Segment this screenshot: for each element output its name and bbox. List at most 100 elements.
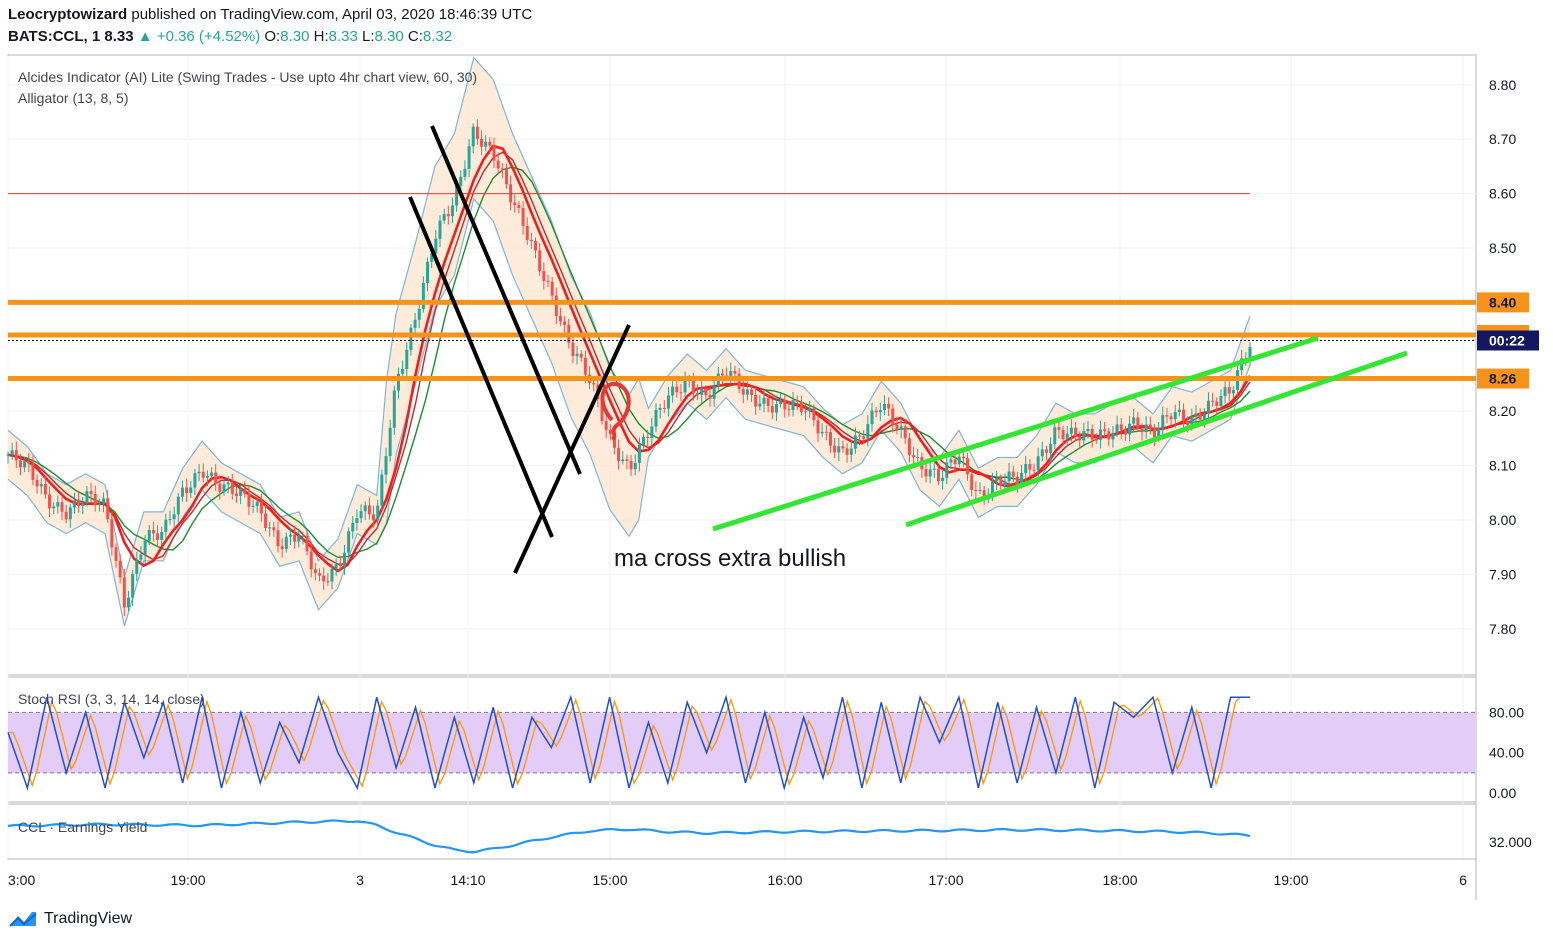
candle-body <box>941 477 945 482</box>
ma-cross-circle-marker[interactable] <box>600 381 631 441</box>
candle-body <box>621 459 625 462</box>
price-tag-label: 8.26 <box>1489 371 1516 387</box>
alcides-indicator-label[interactable]: Alcides Indicator (AI) Lite (Swing Trade… <box>18 69 477 85</box>
candle-body <box>334 564 338 569</box>
candle-body <box>608 429 612 434</box>
trend-drawings[interactable] <box>408 125 1408 574</box>
candle-body <box>1148 424 1152 429</box>
candle-body <box>1157 428 1161 438</box>
candle-body <box>384 456 388 475</box>
candle-body <box>176 496 180 515</box>
candle-body <box>459 176 463 186</box>
candle-body <box>870 410 874 425</box>
candle-body <box>787 409 791 411</box>
candle-body <box>455 185 459 206</box>
candle-body <box>1231 389 1235 394</box>
candle-body <box>442 214 446 221</box>
candle-body <box>546 280 550 282</box>
candle-body <box>210 472 214 476</box>
candle-body <box>10 450 14 455</box>
candle-body <box>492 145 496 161</box>
candle-body <box>89 490 93 494</box>
candle-body <box>1090 428 1094 440</box>
candle-body <box>338 564 342 567</box>
candle-body <box>1094 439 1098 441</box>
candle-body <box>729 371 733 376</box>
candle-body <box>81 502 85 506</box>
candle-body <box>957 456 961 465</box>
symbol-label[interactable]: BATS:CCL, 1 <box>8 28 101 45</box>
trendline-black-1[interactable] <box>430 125 582 475</box>
candle-body <box>463 168 467 177</box>
bollinger-fill <box>8 57 1250 627</box>
candle-body <box>1136 417 1140 429</box>
candle-body <box>122 577 126 608</box>
candle-body <box>1119 424 1123 431</box>
price-tick-label: 8.10 <box>1489 458 1516 474</box>
candle-body <box>804 411 808 413</box>
candle-body <box>189 487 193 493</box>
published-text: published on TradingView.com, April 03, … <box>131 6 533 23</box>
candle-body <box>1107 431 1111 440</box>
candle-body <box>1007 471 1011 482</box>
candle-body <box>351 522 355 532</box>
candle-body <box>372 514 376 521</box>
candle-body <box>1165 415 1169 417</box>
candle-body <box>264 513 268 528</box>
candle-body <box>52 506 56 509</box>
candle-body <box>56 502 60 507</box>
candle-body <box>201 471 205 478</box>
low-label: L: <box>361 28 375 45</box>
candle-body <box>355 518 359 523</box>
candle-body <box>970 474 974 490</box>
candle-body <box>143 540 147 555</box>
candle-body <box>14 450 18 461</box>
time-tick-label: 17:00 <box>928 872 963 888</box>
stoch-rsi-label[interactable]: Stoch RSI (3, 3, 14, 14, close) <box>18 691 205 707</box>
candle-body <box>401 369 405 374</box>
channel-lower-line[interactable] <box>905 350 1408 528</box>
candle-body <box>1065 433 1069 440</box>
candle-body <box>1202 413 1206 420</box>
tradingview-brand[interactable]: TradingView <box>8 908 132 930</box>
candle-body <box>849 448 853 455</box>
candle-body <box>924 469 928 477</box>
candle-body <box>1198 413 1202 420</box>
candle-body <box>1074 427 1078 437</box>
candle-body <box>882 403 886 411</box>
earnings-yield-line <box>7 819 1251 854</box>
horizontal-levels[interactable]: 8.408.3400:228.26 <box>8 193 1539 389</box>
candle-body <box>646 436 650 438</box>
trendline-black-3[interactable] <box>513 324 631 574</box>
publisher-name[interactable]: Leocryptowizard <box>8 6 128 23</box>
candle-body <box>1223 387 1227 397</box>
candle-body <box>671 386 675 396</box>
candle-body <box>297 535 301 542</box>
price-tick-label: 8.20 <box>1489 403 1516 419</box>
trendline-black-2[interactable] <box>408 196 554 538</box>
candle-body <box>301 535 305 537</box>
candle-body <box>999 478 1003 486</box>
candle-body <box>708 395 712 399</box>
channel-upper-line[interactable] <box>712 335 1319 532</box>
high-label: H: <box>313 28 329 45</box>
candle-body <box>966 458 970 475</box>
candle-body <box>197 471 201 474</box>
candle-body <box>899 426 903 430</box>
candle-body <box>342 552 346 567</box>
candle-body <box>583 357 587 375</box>
candle-body <box>1032 469 1036 471</box>
candle-body <box>313 569 317 574</box>
candle-body <box>147 530 151 541</box>
candle-body <box>878 410 882 413</box>
earnings-yield-label[interactable]: CCL · Earnings Yield <box>18 819 147 835</box>
candle-body <box>837 446 841 453</box>
candle-body <box>367 505 371 515</box>
pane-labels: Alcides Indicator (AI) Lite (Swing Trade… <box>18 69 846 835</box>
earnings-tick-label: 32.000 <box>1489 834 1532 850</box>
alligator-label[interactable]: Alligator (13, 8, 5) <box>18 90 129 106</box>
candle-body <box>1069 427 1073 434</box>
annotation-text[interactable]: ma cross extra bullish <box>614 545 846 572</box>
candle-body <box>1227 387 1231 394</box>
